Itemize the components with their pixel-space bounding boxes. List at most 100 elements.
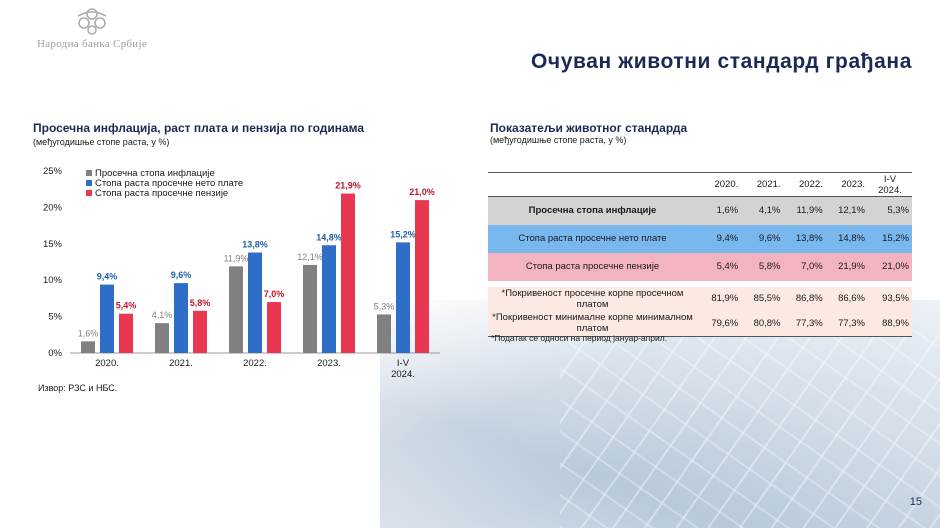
table-cell: 5,3% — [887, 205, 909, 217]
bar — [119, 313, 133, 353]
data-label: 13,8% — [242, 240, 268, 250]
table-header-2021: 2021. — [756, 179, 781, 190]
page-title: Очуван животни стандард грађана — [530, 50, 912, 73]
legend-swatch — [86, 170, 92, 176]
row-label: Стопа раста просечне пензије — [525, 261, 660, 272]
table-cell: 12,1% — [838, 205, 865, 217]
living-standard-table: 2020. 2021. 2022. 2023. I-V 2024. Просеч… — [488, 172, 912, 337]
data-label: 15,2% — [390, 229, 416, 239]
data-label: 1,6% — [78, 328, 99, 338]
legend-label: Просечна стопа инфлације — [95, 168, 215, 179]
table-spacer — [488, 280, 912, 287]
y-tick-label: 10% — [43, 275, 63, 286]
y-tick-label: 20% — [43, 202, 63, 213]
y-tick-label: 0% — [48, 348, 62, 359]
bar — [229, 266, 243, 353]
bar — [155, 323, 169, 353]
data-label: 4,1% — [152, 310, 173, 320]
legend-label: Стопа раста просечне нето плате — [95, 178, 243, 189]
table-cell: 21,0% — [882, 261, 909, 272]
table-cell: 79,6% — [711, 317, 739, 329]
table-cell: 86,8% — [795, 293, 823, 304]
bar — [377, 314, 391, 353]
data-label: 21,9% — [335, 181, 361, 191]
x-tick-label: 2024. — [391, 369, 415, 380]
table-cell: 9,4% — [716, 233, 739, 244]
table-row-min-basket-coverage: *Покривеност минималне корпе минималном … — [488, 310, 912, 337]
chart-source: Извор: РЗС и НБС. — [38, 383, 118, 393]
x-tick-label: 2023. — [317, 358, 341, 369]
bar — [174, 283, 188, 353]
data-label: 12,1% — [297, 252, 323, 262]
table-header-blank — [488, 173, 699, 197]
y-tick-label: 5% — [48, 312, 62, 323]
legend-label: Стопа раста просечне пензије — [95, 188, 228, 199]
nbs-logo: Народна банка Србије — [12, 6, 172, 56]
y-tick-label: 25% — [43, 166, 63, 177]
row-label: Просечна стопа инфлације — [528, 205, 657, 217]
table-cell: 5,8% — [758, 261, 781, 272]
bar — [81, 341, 95, 353]
table-row-avg-basket-coverage: *Покривеност просечне корпе просечном пл… — [488, 286, 912, 311]
table-footnote: *Податак се односи на период јануар-апри… — [491, 333, 668, 343]
table-cell: 93,5% — [882, 293, 909, 304]
bar — [415, 200, 429, 353]
table-header-2020: 2020. — [714, 179, 739, 190]
table-cell: 85,5% — [753, 293, 781, 304]
table-cell: 7,0% — [801, 261, 823, 272]
data-label: 5,3% — [374, 301, 395, 311]
table-cell: 86,6% — [838, 293, 865, 304]
bar — [248, 252, 262, 353]
table-row-pension: Стопа раста просечне пензије 5,4% 5,8% 7… — [488, 252, 912, 281]
row-label: *Покривеност минималне корпе минималном … — [492, 312, 693, 335]
bar — [193, 310, 207, 353]
x-tick-label: 2020. — [95, 358, 119, 369]
table-cell: 4,1% — [758, 205, 781, 217]
row-label: Стопа раста просечне нето плате — [518, 233, 667, 244]
x-tick-label: I-V — [397, 358, 410, 369]
data-label: 11,9% — [224, 253, 249, 263]
bar-chart: 0% 5% 10% 15% 20% 25% 1,6% 9,4% 5,4% 2020. 4,1% 9,6… — [43, 166, 440, 380]
bar — [322, 245, 336, 353]
table-cell: 81,9% — [711, 293, 739, 304]
data-label: 5,4% — [116, 301, 137, 311]
logo-text: Народна банка Србије — [36, 38, 148, 50]
table-subtitle: (међугодишње стопе раста, у %) — [490, 135, 627, 145]
table-cell: 77,3% — [838, 317, 865, 329]
table-cell: 1,6% — [716, 205, 739, 217]
table-row-inflation: Просечна стопа инфлације 1,6% 4,1% 11,9%… — [488, 196, 912, 225]
bar — [396, 242, 410, 353]
table-cell: 77,3% — [795, 317, 823, 329]
data-label: 9,4% — [97, 272, 118, 282]
table-header-row: 2020. 2021. 2022. 2023. I-V 2024. — [488, 172, 912, 197]
table-row-net-wage: Стопа раста просечне нето плате 9,4% 9,6… — [488, 224, 912, 253]
page-number: 15 — [909, 496, 922, 508]
table-cell: 11,9% — [796, 205, 823, 217]
table-cell: 80,8% — [753, 317, 781, 329]
table-cell: 9,6% — [758, 233, 781, 244]
data-label: 14,8% — [316, 232, 342, 242]
chart-subtitle: (међугодишње стопе раста, у %) — [33, 137, 170, 147]
row-label: *Покривеност просечне корпе просечном пл… — [501, 287, 684, 310]
x-tick-label: 2021. — [169, 358, 193, 369]
table-header-2022: 2022. — [798, 179, 823, 190]
background-glass-facade — [560, 330, 940, 528]
y-tick-label: 15% — [43, 239, 63, 250]
background-building-photo — [380, 300, 940, 528]
data-label: 5,8% — [190, 298, 211, 308]
table-cell: 15,2% — [882, 233, 909, 244]
bar — [341, 193, 355, 353]
table-cell: 88,9% — [882, 317, 909, 329]
bar — [303, 264, 317, 353]
table-header-2024-text: I-V 2024. — [878, 173, 902, 196]
nbs-emblem-icon — [77, 8, 107, 35]
bar — [267, 302, 281, 353]
table-header-2024: I-V 2024. — [868, 173, 912, 197]
chart-title: Просечна инфлација, раст плата и пензија… — [33, 121, 365, 135]
x-tick-label: 2022. — [243, 358, 267, 369]
table-cell: 14,8% — [838, 233, 865, 244]
bar — [100, 284, 114, 353]
legend-swatch — [86, 180, 92, 186]
table-cell: 13,8% — [795, 233, 823, 244]
data-label: 7,0% — [264, 289, 285, 299]
